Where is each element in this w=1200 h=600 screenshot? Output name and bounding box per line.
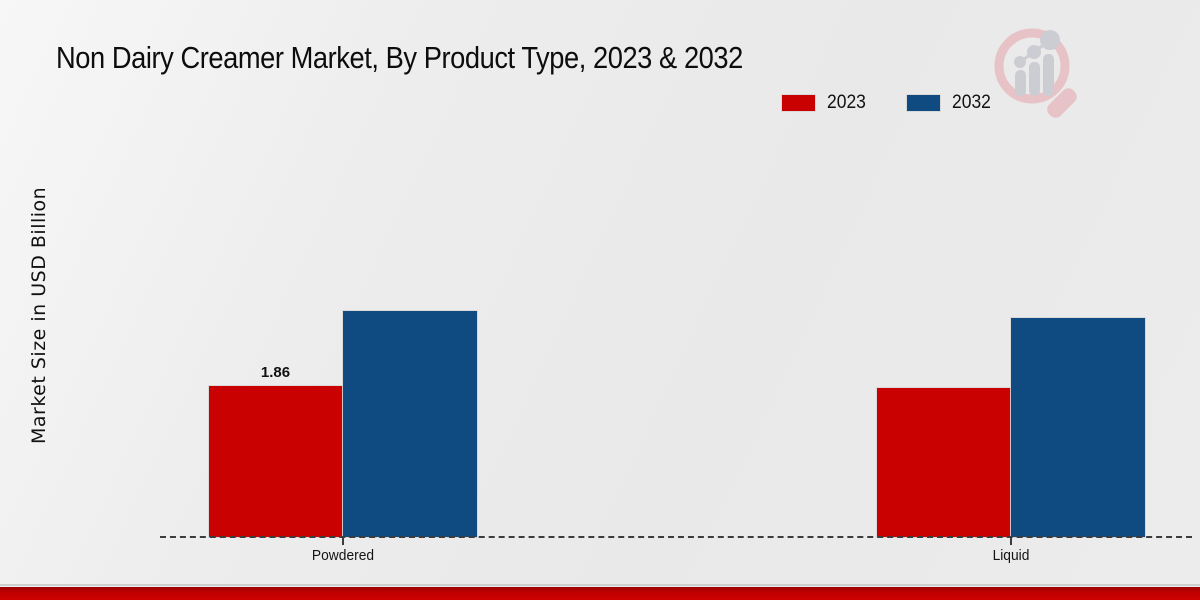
bar-powdered-2023: [207, 385, 344, 538]
legend-label-2032: 2032: [952, 92, 992, 113]
bar-powdered-2032: [341, 310, 478, 538]
magnifier-bar-chart-logo-icon: [994, 28, 1077, 118]
x-axis-tick-liquid: [1009, 537, 1012, 545]
x-axis-baseline: [160, 536, 1192, 538]
value-label-powdered-2023: 1.86: [260, 364, 291, 381]
legend-swatch-2032: [906, 94, 942, 112]
bar-liquid-2023: [875, 387, 1012, 538]
footer-accent-bar: [0, 587, 1200, 600]
legend: 2023 2032: [781, 92, 995, 114]
category-label-liquid: Liquid: [992, 547, 1029, 564]
chart-title: Non Dairy Creamer Market, By Product Typ…: [56, 40, 743, 75]
legend-item-2032: 2032: [906, 92, 994, 114]
legend-label-2023: 2023: [827, 92, 866, 113]
bar-liquid-2032: [1009, 317, 1146, 538]
category-label-powdered: Powdered: [311, 547, 374, 564]
legend-item-2023: 2023: [781, 92, 869, 114]
legend-swatch-2023: [781, 94, 816, 112]
footer-divider: [0, 584, 1200, 586]
x-axis-tick-powdered: [341, 537, 344, 545]
